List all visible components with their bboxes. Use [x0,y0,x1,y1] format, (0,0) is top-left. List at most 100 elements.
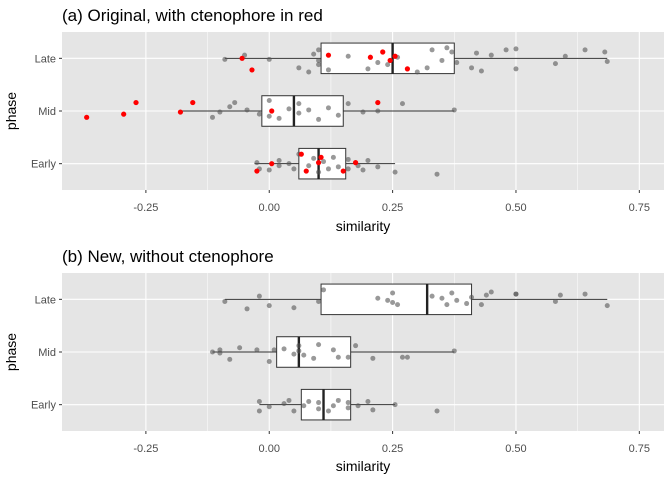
data-point [281,401,287,407]
data-point-ctenophore [367,54,374,60]
y-axis-title: phase [3,333,19,371]
box-iqr [320,42,455,75]
data-point [266,303,272,309]
data-point [469,294,475,300]
data-point [454,297,460,303]
data-point [451,107,457,113]
data-point [316,47,322,53]
data-point [488,52,494,58]
y-tick-label: Mid [38,106,56,118]
data-point [365,399,371,405]
data-point [449,290,455,296]
data-point [464,301,470,307]
data-point [316,116,322,122]
y-axis-title: phase [3,92,19,130]
data-point [395,302,401,308]
data-point [375,108,381,114]
points-late [222,45,610,75]
data-point [478,302,484,308]
data-point [385,297,391,303]
points-late [222,287,610,312]
x-tick-label: 0.75 [629,202,650,214]
data-point-ctenophore [190,99,196,106]
data-point [503,47,509,53]
data-point-ctenophore [249,67,255,73]
data-point [296,110,302,116]
data-point-ctenophore [392,53,398,59]
data-point [449,49,455,55]
data-point [392,402,398,408]
data-point [316,406,322,412]
data-point [266,404,272,410]
x-tick-label: 0.25 [382,443,403,455]
y-tick-label: Early [31,159,57,171]
data-point [254,347,260,353]
data-point [296,348,302,354]
data-point [385,62,391,68]
x-axis-title: similarity [336,458,390,474]
data-point [256,399,262,405]
data-point [227,356,233,362]
data-point-ctenophore [303,168,309,174]
data-point [444,302,450,308]
data-point [256,408,262,414]
data-point [345,53,351,59]
data-point [222,298,228,304]
data-point [210,349,215,355]
data-point [306,107,312,113]
data-point [562,53,568,59]
data-point [316,400,322,406]
data-point [281,346,287,352]
y-tick-label: Late [35,53,56,65]
y-tick-label: Mid [38,347,56,359]
data-point [365,158,371,164]
data-point [335,164,341,170]
data-point-ctenophore [269,108,275,114]
data-point [256,111,262,117]
panel-title: (a) Original, with ctenophore in red [62,6,323,25]
data-point [335,112,341,118]
data-point [316,169,322,175]
data-point [444,45,450,51]
data-point [306,163,312,169]
points-mid [210,342,457,364]
box-iqr [320,283,473,316]
data-point [266,358,272,364]
data-point [244,107,250,113]
data-point-ctenophore [387,57,393,64]
data-point-ctenophore [404,66,411,72]
data-point [478,68,484,74]
data-point [325,408,331,414]
data-point [335,354,341,360]
data-point [345,156,351,162]
data-point [429,47,435,53]
data-point [375,60,381,66]
data-point [266,97,272,103]
data-point [291,351,297,357]
points-mid [84,97,457,122]
data-point [414,69,420,75]
data-point [210,114,215,120]
data-point [399,354,405,360]
data-point [360,109,366,115]
data-point [404,354,410,360]
data-point [286,161,292,167]
data-point [266,113,272,119]
x-tick-label: -0.25 [133,202,158,214]
data-point-ctenophore [380,49,386,55]
data-point [345,405,351,411]
x-tick-label: 0.75 [629,443,650,455]
data-point [276,163,282,169]
data-point [390,290,396,296]
data-point [513,291,519,297]
data-point [311,51,317,57]
data-point [311,355,317,361]
data-point [582,47,588,53]
data-point-ctenophore [315,160,322,166]
boxplot-mid [212,336,455,368]
data-point [399,101,405,107]
box-iqr [300,388,352,421]
data-point [321,159,327,165]
